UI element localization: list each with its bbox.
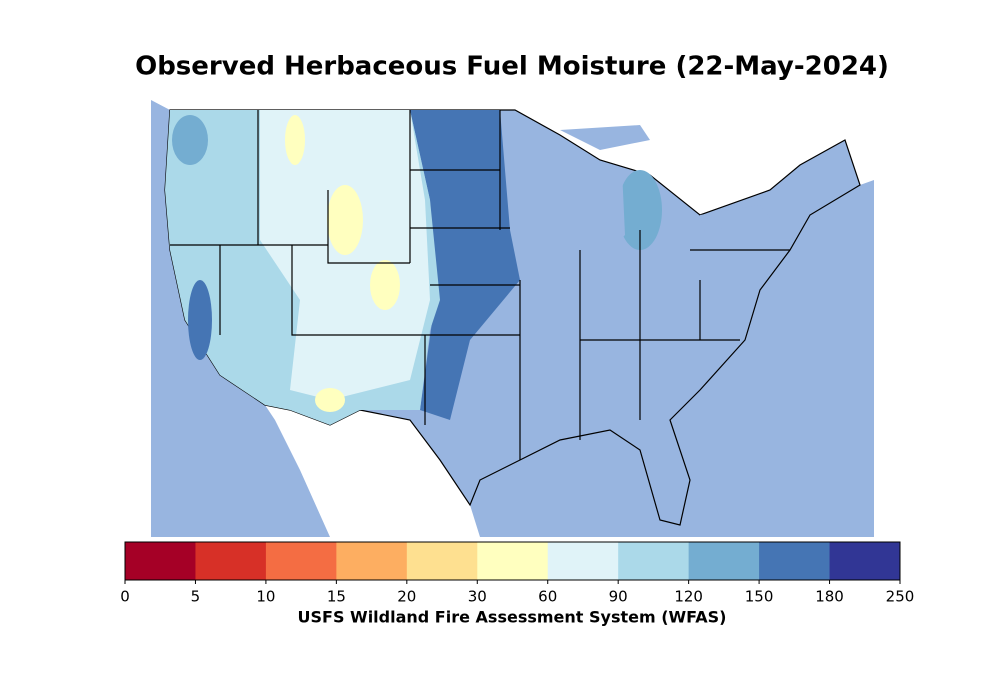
colorbar-segment: [547, 542, 619, 580]
canada: [151, 85, 874, 215]
colorbar-segment: [688, 542, 760, 580]
colorbar-tick-label: 5: [191, 588, 201, 606]
colorbar-tick-label: 150: [745, 588, 774, 606]
colorbar-segment: [618, 542, 690, 580]
colorbar-frame: [124, 541, 901, 581]
lake-superior: [560, 125, 650, 150]
colorbar-tick-label: 0: [120, 588, 130, 606]
colorbar-tick-label: 250: [886, 588, 915, 606]
colorbar-tick-label: 60: [538, 588, 557, 606]
state-lines: [170, 110, 790, 460]
dry-patch: [370, 260, 400, 310]
colorbar-segment: [829, 542, 901, 580]
colorbar-tick-label: 90: [609, 588, 628, 606]
colorbar-segment: [406, 542, 478, 580]
dry-patch: [285, 115, 305, 165]
michigan-zone: [618, 170, 662, 250]
colorbar-segment: [195, 542, 267, 580]
colorbar-tick-label: 20: [397, 588, 416, 606]
colorbar-tick-label: 30: [468, 588, 487, 606]
wet-patch: [172, 115, 208, 165]
colorbar-tick-label: 10: [256, 588, 275, 606]
dry-patch: [327, 185, 363, 255]
lake-michigan: [605, 165, 625, 248]
colorbar-segment: [477, 542, 549, 580]
colorbar: 0 5 10 15 20 30 60 90 120 150 180 250: [120, 541, 915, 606]
colorbar-label: USFS Wildland Fire Assessment System (WF…: [298, 608, 727, 627]
plains-zone: [410, 110, 520, 420]
dry-patch: [315, 388, 345, 412]
colorbar-segment: [336, 542, 408, 580]
map-title: Observed Herbaceous Fuel Moisture (22-Ma…: [135, 52, 889, 82]
map: [151, 85, 874, 537]
colorbar-tick-label: 15: [327, 588, 346, 606]
colorbar-segment: [759, 542, 831, 580]
colorbar-tick-label: 120: [674, 588, 703, 606]
lake-erie-ontario: [700, 205, 770, 232]
wet-patch: [188, 280, 212, 360]
colorbar-segment: [265, 542, 337, 580]
mexico: [265, 405, 480, 537]
colorbar-tick-label: 180: [815, 588, 844, 606]
colorbar-segment: [125, 542, 196, 580]
